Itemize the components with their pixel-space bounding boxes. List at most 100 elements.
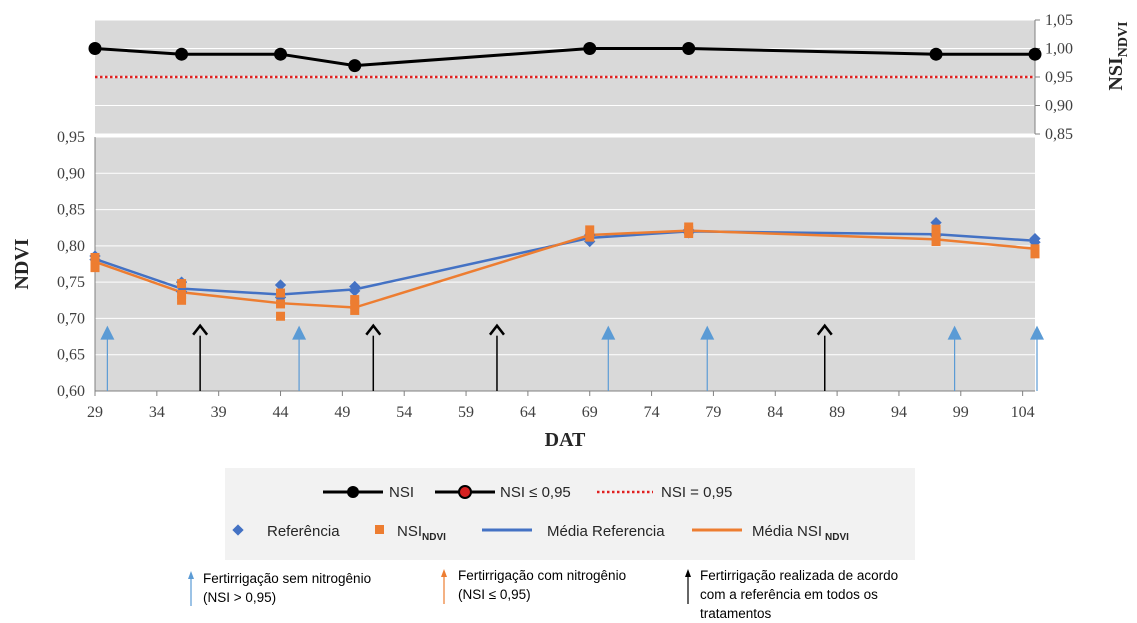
nsi-point [682,42,696,55]
nsi-ndvi-point [350,305,360,315]
fertigation-arrow-referencia [365,323,382,391]
dat-tick-label: 74 [644,404,660,421]
nsi-ndvi-point [1030,244,1040,254]
legend-nsi-low: NSI ≤ 0,95 [435,484,571,501]
nsi-ndvi-point [585,232,595,242]
fertigation-arrow-sem_nitrogenio [100,325,115,391]
nsi-point [1028,47,1042,61]
nsi-tick-label: 1,05 [1045,12,1073,29]
nsi-ndvi-point [931,237,941,247]
nsi-point [929,47,943,61]
legend-referencia: Referência [232,523,340,540]
svg-text:NSINDVI: NSINDVI [397,523,446,543]
referencia-point [274,279,287,291]
arrow-head [488,323,505,336]
nsi-ndvi-point [276,311,286,321]
dat-tick-label: 104 [1011,404,1035,421]
svg-text:Média NSINDVI: Média NSI NDVI [752,523,849,543]
note-referencia: Fertirrigação realizada de acordo com a … [685,568,898,621]
nsi-axis-label: NSI [1105,57,1127,91]
nsi-tick-label: 0,85 [1045,126,1073,143]
dat-axis-label: DAT [545,429,586,451]
dat-tick-label: 84 [767,404,783,421]
fertigation-arrow-sem_nitrogenio [1030,325,1044,391]
ndvi-tick-label: 0,85 [57,202,85,219]
note-com-nitrogenio: Fertirrigação com nitrogênio (NSI ≤ 0,95… [441,568,626,604]
fertigation-arrow-sem_nitrogenio [947,325,962,391]
nsi-ndvi-point [1030,249,1040,259]
dat-tick-label: 49 [334,404,350,421]
legend-nsi-threshold-label: NSI = 0,95 [661,484,732,501]
nsi-ndvi-point [350,300,360,310]
dat-tick-label: 89 [829,404,845,421]
note-ref-line3: tratamentos [700,606,772,621]
mean-line [94,230,1036,296]
nsi-point [88,42,102,55]
fertigation-arrow-sem_nitrogenio [700,325,715,391]
arrow-head [1030,325,1044,340]
nsi-ndvi-point [276,288,286,298]
legend-media-referencia-label: Média Referencia [547,523,665,540]
nsi-point [175,47,189,61]
legend-nsi-ndvi-sub: NDVI [422,532,446,543]
nsi-ndvi-point [177,295,187,305]
dat-tick-label: 94 [891,404,907,421]
nsi-ndvi-point [350,295,360,305]
dat-x-ticks: 29 34 39 44 49 54 59 64 69 74 79 84 89 94 99 104 [87,391,1035,421]
note-com-n-line1: Fertirrigação com nitrogênio [458,568,626,583]
legend-media-nsi-ndvi: Média NSI NDVI [692,523,849,543]
arrow-head [100,325,115,340]
legend-media-referencia: Média Referencia [482,523,665,540]
dat-tick-label: 29 [87,404,103,421]
legend-nsi: NSI [323,484,414,501]
fertigation-arrow-referencia [816,323,833,391]
arrow-head [816,323,833,336]
legend-referencia-label: Referência [267,523,340,540]
arrow-head [292,325,307,340]
legend-nsi-ndvi-label: NSI [397,523,422,540]
note-ref-line1: Fertirrigação realizada de acordo [700,568,898,583]
fertigation-arrows [100,323,1044,391]
fertigation-arrow-referencia [488,323,505,391]
ndvi-tick-label: 0,65 [57,347,85,364]
mean-line [94,229,1036,309]
nsi-y-ticks: 1,05 1,00 0,95 0,90 0,85 [1035,12,1073,143]
note-sem-n-line1: Fertirrigação sem nitrogênio [203,571,371,586]
nsi-ndvi-point [931,230,941,240]
dat-tick-label: 34 [149,404,165,421]
arrow-head [947,325,962,340]
nsi-series [88,42,1042,73]
nsi-point [583,42,597,55]
legend-nsi-ndvi: NSINDVI [375,523,446,543]
dat-tick-label: 79 [705,404,721,421]
ndvi-y-ticks: 0,95 0,90 0,85 0,80 0,75 0,70 0,65 0,60 [57,129,85,400]
legend-nsi-threshold: NSI = 0,95 [597,484,732,501]
nsi-ndvi-point [684,229,694,239]
ndvi-points [89,216,1041,321]
nsi-point [348,59,362,73]
legend-media-nsi-ndvi-sub: NDVI [825,532,849,543]
arrow-head [601,325,616,340]
legend-nsi-label: NSI [389,484,414,501]
ndvi-mean-lines [94,229,1036,309]
nsi-ndvi-point [177,279,187,289]
note-ref-line2: com a referência em todos os [700,587,878,602]
dat-tick-label: 64 [520,404,536,421]
nsi-point [274,47,288,61]
dat-tick-label: 69 [582,404,598,421]
ndvi-axis-label: NDVI [11,238,33,289]
nsi-ndvi-point [90,252,100,262]
nsi-tick-label: 0,95 [1045,69,1073,86]
note-com-n-line2: (NSI ≤ 0,95) [458,587,531,602]
ndvi-plot-area [95,137,1035,391]
dat-tick-label: 59 [458,404,474,421]
dat-tick-label: 99 [953,404,969,421]
arrow-head [700,325,715,340]
legend-nsi-low-label: NSI ≤ 0,95 [500,484,571,501]
arrow-head [365,323,382,336]
nsi-axis-title: NSINDVI [1105,21,1131,90]
fertigation-arrow-referencia [192,323,209,391]
nsi-tick-label: 0,90 [1045,98,1073,115]
ndvi-tick-label: 0,95 [57,129,85,146]
legend-box [225,468,915,560]
